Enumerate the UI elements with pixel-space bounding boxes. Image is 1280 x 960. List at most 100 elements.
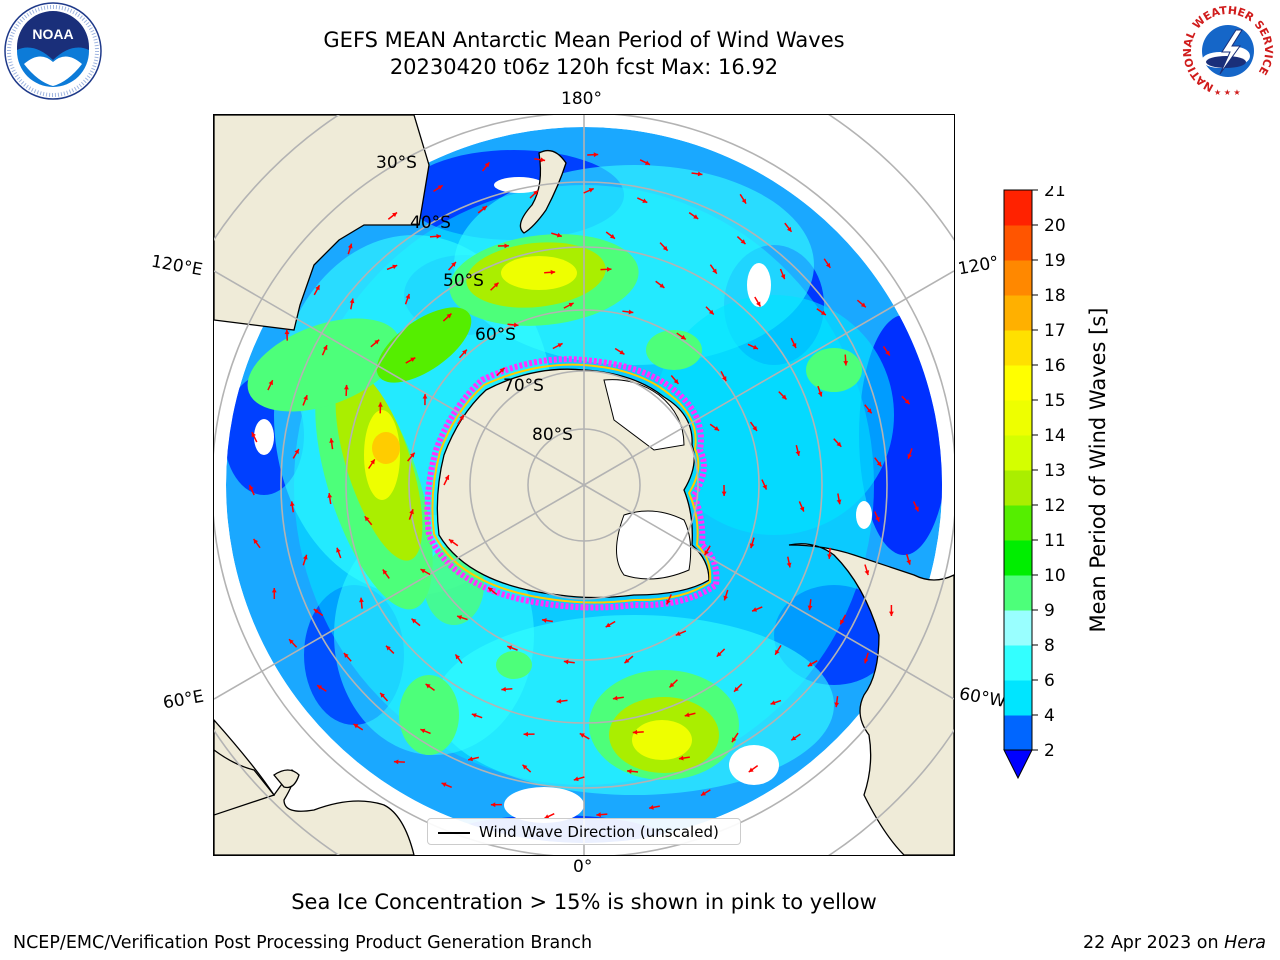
wave-direction-arrow bbox=[751, 606, 763, 612]
wave-direction-arrow bbox=[770, 699, 782, 705]
wave-direction-arrow bbox=[541, 618, 553, 623]
colorbar-tick-label: 8 bbox=[1044, 636, 1055, 656]
wave-direction-arrow bbox=[457, 414, 465, 425]
footer-branch: NCEP/EMC/Verification Post Processing Pr… bbox=[13, 933, 593, 953]
wave-direction-arrow bbox=[349, 298, 355, 310]
wave-direction-arrow bbox=[778, 391, 788, 400]
wave-direction-arrow bbox=[544, 269, 556, 275]
wave-direction-arrow bbox=[731, 732, 739, 743]
wave-direction-arrow bbox=[798, 501, 805, 512]
wave-direction-arrow bbox=[458, 349, 468, 359]
wave-direction-arrow bbox=[733, 683, 743, 693]
footer-host: Hera bbox=[1224, 933, 1266, 953]
wave-direction-arrow bbox=[587, 152, 599, 158]
wave-direction-arrow bbox=[684, 712, 696, 718]
colorbar-swatch bbox=[1004, 470, 1032, 506]
wave-direction-arrow bbox=[605, 620, 616, 628]
wave-direction-arrow bbox=[632, 729, 644, 735]
wave-direction-arrow bbox=[487, 586, 498, 596]
wave-direction-arrow bbox=[843, 354, 849, 366]
wave-direction-arrow bbox=[507, 322, 519, 328]
wave-direction-arrow bbox=[490, 802, 502, 808]
wave-direction-arrow bbox=[622, 309, 634, 315]
colorbar-tick-label: 17 bbox=[1044, 321, 1066, 341]
wave-direction-arrow bbox=[327, 493, 333, 505]
colorbar-label: Mean Period of Wind Waves [s] bbox=[1086, 307, 1110, 633]
wave-direction-arrow bbox=[790, 337, 797, 349]
wave-direction-arrow bbox=[501, 686, 513, 692]
wave-direction-arrow bbox=[655, 280, 665, 289]
wave-direction-arrow bbox=[471, 713, 483, 719]
wind-wave-arrows bbox=[248, 152, 920, 820]
wave-direction-arrow bbox=[807, 599, 813, 611]
wave-direction-arrow bbox=[496, 367, 506, 377]
wave-direction-arrow bbox=[905, 553, 911, 565]
wave-direction-arrow bbox=[882, 346, 891, 356]
lat-label-50s: 50°S bbox=[443, 271, 484, 291]
wave-direction-arrow bbox=[477, 205, 488, 214]
wave-direction-arrow bbox=[481, 161, 490, 172]
wave-direction-arrow bbox=[497, 243, 509, 249]
noaa-logo: NOAA bbox=[4, 2, 102, 100]
wave-direction-arrow bbox=[344, 384, 349, 396]
wave-direction-arrow bbox=[747, 343, 759, 350]
wave-direction-arrow bbox=[420, 728, 431, 735]
wave-direction-arrow bbox=[761, 479, 768, 490]
wave-direction-arrow bbox=[368, 458, 376, 469]
lat-label-70s: 70°S bbox=[503, 376, 544, 396]
wave-direction-arrow bbox=[600, 266, 612, 272]
wave-direction-arrow bbox=[827, 547, 832, 559]
colorbar-tick-label: 15 bbox=[1044, 391, 1066, 411]
colorbar-tick-label: 2 bbox=[1044, 741, 1055, 761]
svg-text:NOAA: NOAA bbox=[32, 26, 73, 42]
wave-direction-arrow bbox=[405, 357, 416, 364]
lat-label-80s: 80°S bbox=[532, 425, 573, 445]
wave-direction-arrow bbox=[359, 597, 364, 609]
colorbar-swatch bbox=[1004, 610, 1032, 646]
wave-direction-arrow bbox=[716, 648, 726, 658]
wave-direction-arrow bbox=[583, 187, 595, 194]
wave-direction-arrow bbox=[393, 759, 405, 765]
wave-direction-arrow bbox=[795, 445, 801, 457]
colorbar-tick-label: 10 bbox=[1044, 566, 1066, 586]
wave-direction-arrow bbox=[573, 776, 585, 782]
wave-direction-arrow bbox=[721, 484, 727, 497]
colorbar-swatch bbox=[1004, 435, 1032, 471]
colorbar: 2 4 6 8 9 10 11 12 13 14 15 16 17 18 19 20 21 bbox=[1003, 186, 1066, 780]
colorbar-tick-label: 4 bbox=[1044, 706, 1055, 726]
wave-direction-arrow bbox=[874, 511, 880, 522]
legend-line-swatch bbox=[438, 832, 470, 834]
colorbar-swatch bbox=[1004, 190, 1032, 226]
colorbar-swatch bbox=[1004, 645, 1032, 681]
wave-direction-arrow bbox=[433, 184, 444, 192]
wave-direction-arrow bbox=[321, 344, 328, 356]
wave-direction-arrow bbox=[443, 474, 450, 486]
wave-direction-arrow bbox=[596, 812, 608, 818]
wave-direction-arrow bbox=[313, 284, 321, 296]
colorbar-tick-label: 13 bbox=[1044, 461, 1066, 481]
chart-subtitle: 20230420 t06z 120h fcst Max: 16.92 bbox=[389, 55, 779, 79]
wave-direction-arrow bbox=[284, 329, 290, 341]
wave-direction-arrow bbox=[429, 234, 442, 239]
nws-logo: NATIONAL WEATHER SERVICE ★ ★ ★ bbox=[1180, 3, 1276, 99]
wave-direction-arrow bbox=[534, 157, 546, 163]
colorbar-swatch bbox=[1004, 365, 1032, 401]
wave-direction-arrow bbox=[833, 438, 842, 448]
wave-direction-arrow bbox=[385, 645, 395, 654]
wave-direction-arrow bbox=[467, 756, 480, 762]
wave-direction-arrow bbox=[709, 423, 720, 432]
wave-direction-arrow bbox=[251, 431, 258, 443]
wave-direction-arrow bbox=[379, 692, 389, 702]
wave-direction-arrow bbox=[343, 652, 352, 662]
wave-direction-arrow bbox=[441, 782, 452, 789]
wave-direction-arrow bbox=[774, 644, 782, 656]
wave-direction-arrow bbox=[614, 347, 625, 356]
wave-direction-arrow bbox=[302, 554, 308, 566]
wave-direction-arrow bbox=[378, 402, 383, 414]
wave-direction-arrow bbox=[749, 537, 755, 549]
wave-direction-arrow bbox=[736, 236, 747, 245]
colorbar-tick-label: 16 bbox=[1044, 356, 1066, 376]
colorbar-tick-label: 19 bbox=[1044, 251, 1066, 271]
lon-label-60e: 60°E bbox=[161, 686, 206, 714]
wave-direction-arrow bbox=[612, 695, 624, 701]
